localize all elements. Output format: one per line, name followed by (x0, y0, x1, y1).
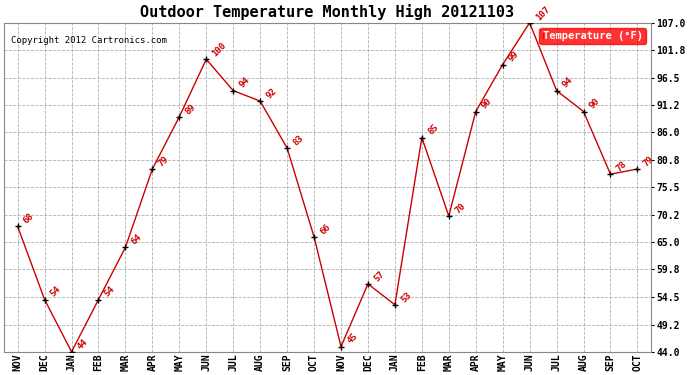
Text: 85: 85 (426, 123, 440, 137)
Text: 90: 90 (588, 97, 602, 111)
Text: 79: 79 (642, 154, 656, 168)
Text: 94: 94 (561, 76, 575, 90)
Text: 83: 83 (291, 134, 305, 147)
Title: Outdoor Temperature Monthly High 20121103: Outdoor Temperature Monthly High 2012110… (141, 4, 515, 20)
Text: 68: 68 (22, 212, 36, 226)
Text: 92: 92 (264, 86, 278, 100)
Text: 54: 54 (103, 285, 117, 299)
Text: 66: 66 (318, 222, 332, 236)
Text: 70: 70 (453, 201, 467, 215)
Text: 100: 100 (210, 41, 228, 58)
Text: 53: 53 (399, 290, 413, 304)
Text: Copyright 2012 Cartronics.com: Copyright 2012 Cartronics.com (10, 36, 166, 45)
Text: 99: 99 (507, 50, 521, 64)
Text: 79: 79 (157, 154, 170, 168)
Text: 57: 57 (372, 269, 386, 283)
Text: 107: 107 (534, 4, 551, 22)
Text: 90: 90 (480, 97, 494, 111)
Text: 94: 94 (237, 76, 251, 90)
Text: 78: 78 (615, 159, 629, 173)
Legend: Temperature (°F): Temperature (°F) (540, 28, 646, 44)
Text: 54: 54 (49, 285, 63, 299)
Text: 89: 89 (184, 102, 197, 116)
Text: 45: 45 (345, 332, 359, 346)
Text: 64: 64 (130, 232, 144, 247)
Text: 44: 44 (76, 337, 90, 351)
